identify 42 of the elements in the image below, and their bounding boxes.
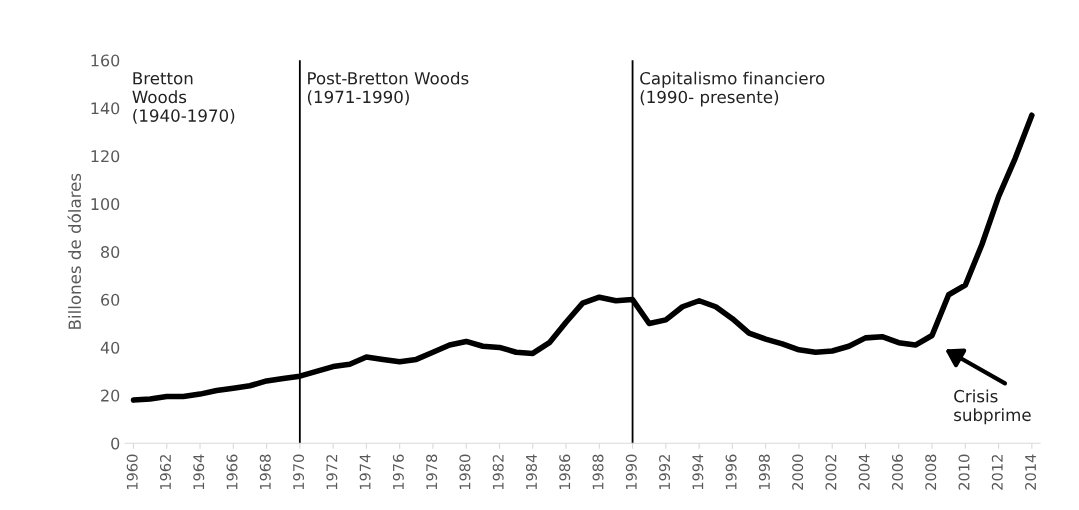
x-tick-label: 1972 — [326, 455, 338, 490]
y-tick-label: 40 — [100, 341, 120, 354]
x-tick-label: 1976 — [392, 454, 404, 490]
x-tick-label: 1998 — [758, 454, 770, 490]
x-tick-label: 2000 — [792, 454, 804, 490]
y-tick-label: 120 — [91, 150, 120, 163]
x-tick-label: 2010 — [958, 454, 970, 490]
x-tick-label: 2002 — [825, 455, 837, 490]
x-tick-label: 1968 — [259, 454, 271, 490]
annotation: Post-Bretton Woods (1971-1990) — [307, 71, 469, 106]
x-tick-label: 1996 — [725, 454, 737, 490]
x-tick-label: 1982 — [492, 455, 504, 490]
y-tick-label: 0 — [111, 437, 120, 450]
annotation: Bretton Woods (1940-1970) — [132, 72, 235, 124]
x-tick-label: 1974 — [359, 454, 371, 490]
x-tick-label: 2014 — [1025, 454, 1037, 490]
y-axis-title: Billones de dólares — [67, 173, 82, 329]
x-tick-label: 1970 — [293, 454, 305, 490]
x-tick-label: 1960 — [126, 454, 138, 490]
y-tick-label: 100 — [91, 198, 120, 211]
x-tick-label: 1964 — [193, 454, 205, 490]
y-tick-label: 160 — [91, 54, 120, 67]
x-tick-label: 1992 — [659, 455, 671, 490]
annotation: Capitalismo financiero (1990- presente) — [640, 71, 825, 107]
x-tick-label: 1990 — [625, 454, 637, 490]
x-tick-label: 1978 — [426, 454, 438, 490]
annotation: Crisis subprime — [954, 389, 1031, 425]
x-tick-label: 1986 — [559, 454, 571, 490]
y-tick-label: 60 — [101, 293, 120, 306]
x-tick-label: 2006 — [891, 454, 903, 490]
x-tick-label: 1988 — [592, 454, 604, 490]
x-tick-label: 1980 — [459, 454, 471, 490]
x-tick-label: 2012 — [991, 455, 1003, 490]
y-tick-label: 80 — [101, 245, 120, 258]
y-tick-label: 20 — [101, 389, 120, 402]
x-tick-label: 1966 — [226, 454, 238, 490]
x-tick-label: 2008 — [925, 454, 937, 490]
y-tick-label: 140 — [91, 102, 120, 115]
x-tick-label: 1962 — [159, 455, 171, 490]
x-tick-label: 2004 — [858, 454, 870, 490]
x-tick-label: 1994 — [692, 454, 704, 490]
x-tick-label: 1984 — [525, 454, 537, 490]
